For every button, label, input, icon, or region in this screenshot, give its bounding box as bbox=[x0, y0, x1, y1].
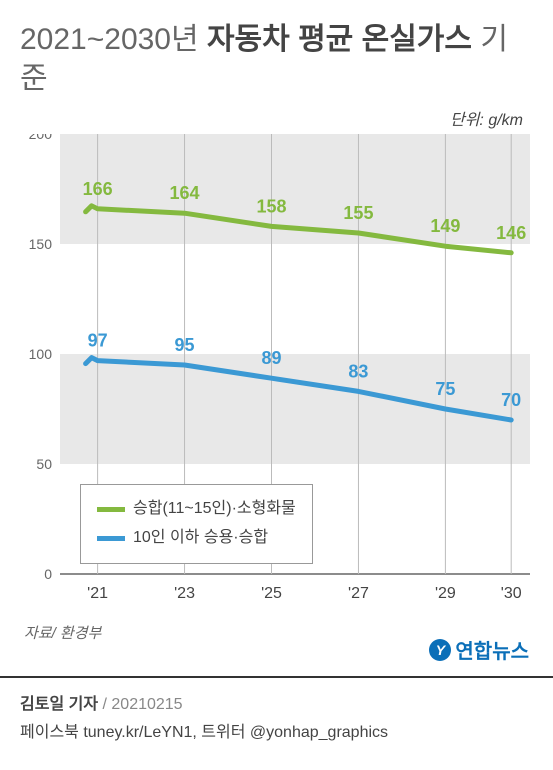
svg-text:50: 50 bbox=[36, 456, 52, 472]
legend-label: 승합(11~15인)·소형화물 bbox=[133, 495, 296, 524]
svg-text:'29: '29 bbox=[435, 585, 456, 602]
footer: 김토일 기자 / 20210215 페이스북 tuney.kr/LeYN1, 트… bbox=[20, 690, 388, 742]
legend-item: 10인 이하 승용·승합 bbox=[97, 524, 296, 553]
agency-brand: Y 연합뉴스 bbox=[429, 635, 529, 664]
svg-text:100: 100 bbox=[29, 346, 53, 362]
svg-text:155: 155 bbox=[343, 203, 373, 223]
legend-label: 10인 이하 승용·승합 bbox=[133, 524, 268, 553]
svg-text:97: 97 bbox=[88, 331, 108, 351]
agency-name: 연합뉴스 bbox=[455, 635, 529, 664]
svg-text:149: 149 bbox=[430, 216, 460, 236]
title-bold: 자동차 평균 온실가스 bbox=[207, 23, 472, 56]
chart-area: 0 50 100 150 200 '21 '23 '25 '27 '29 '30 166 164 158 1… bbox=[20, 134, 533, 614]
svg-text:164: 164 bbox=[170, 183, 200, 203]
footer-links: 페이스북 tuney.kr/LeYN1, 트위터 @yonhap_graphic… bbox=[20, 718, 388, 742]
title-part1: 2021~2030년 bbox=[20, 23, 207, 56]
svg-text:70: 70 bbox=[501, 390, 521, 410]
svg-text:166: 166 bbox=[83, 179, 113, 199]
legend: 승합(11~15인)·소형화물 10인 이하 승용·승합 bbox=[80, 484, 313, 564]
svg-text:158: 158 bbox=[256, 196, 286, 216]
legend-swatch bbox=[97, 507, 125, 512]
svg-text:150: 150 bbox=[29, 236, 53, 252]
date: / 20210215 bbox=[103, 696, 183, 713]
svg-text:'27: '27 bbox=[348, 585, 369, 602]
svg-text:95: 95 bbox=[175, 335, 195, 355]
agency-logo: Y bbox=[429, 639, 451, 661]
svg-text:'25: '25 bbox=[261, 585, 282, 602]
svg-text:146: 146 bbox=[496, 223, 526, 243]
footer-divider bbox=[0, 676, 553, 678]
legend-swatch bbox=[97, 536, 125, 541]
svg-text:0: 0 bbox=[44, 566, 52, 582]
svg-text:200: 200 bbox=[29, 134, 53, 142]
chart-title: 2021~2030년 자동차 평균 온실가스 기준 bbox=[20, 20, 533, 98]
svg-text:'23: '23 bbox=[174, 585, 195, 602]
unit-label: 단위: g/km bbox=[20, 106, 533, 130]
legend-item: 승합(11~15인)·소형화물 bbox=[97, 495, 296, 524]
svg-text:'21: '21 bbox=[87, 585, 108, 602]
svg-text:89: 89 bbox=[261, 348, 281, 368]
svg-text:75: 75 bbox=[435, 379, 455, 399]
svg-text:'30: '30 bbox=[501, 585, 522, 602]
footer-line1: 김토일 기자 / 20210215 bbox=[20, 690, 388, 714]
author: 김토일 기자 bbox=[20, 696, 98, 713]
svg-text:83: 83 bbox=[348, 361, 368, 381]
